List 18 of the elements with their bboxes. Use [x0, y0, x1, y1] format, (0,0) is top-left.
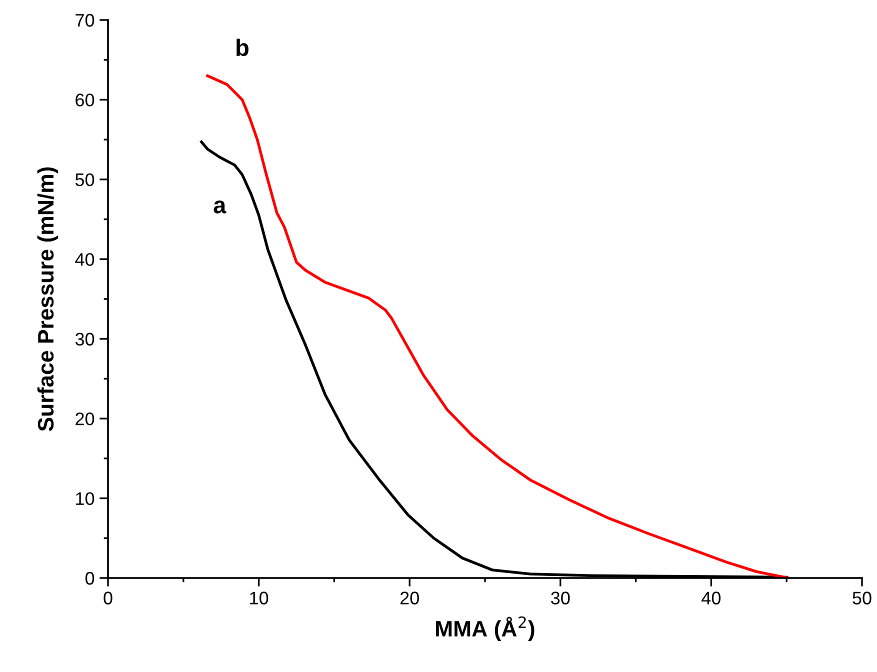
x-tick-label: 10: [250, 592, 268, 604]
y-tick-label: 70: [76, 14, 94, 27]
x-tick-label: 30: [551, 592, 570, 604]
y-tick-label: 30: [75, 332, 94, 346]
x-tick-label: 0: [104, 592, 112, 604]
y-tick-label: 0: [85, 572, 94, 585]
y-axis-title: Surface Pressure (mN/m): [37, 167, 58, 432]
x-tick-label: 40: [702, 592, 721, 604]
series-label: b: [236, 38, 248, 56]
y-tick-label: 40: [75, 253, 94, 266]
x-axis-title: MMA (Å$^{2}$): [436, 616, 534, 642]
y-tick-label: 10: [76, 492, 94, 506]
x-tick-label: 50: [852, 592, 872, 604]
y-tick-label: 60: [76, 94, 94, 106]
series-label: a: [214, 200, 226, 214]
x-tick-label: 20: [400, 592, 419, 604]
y-tick-label: 50: [75, 173, 94, 186]
y-tick-label: 20: [76, 412, 94, 426]
